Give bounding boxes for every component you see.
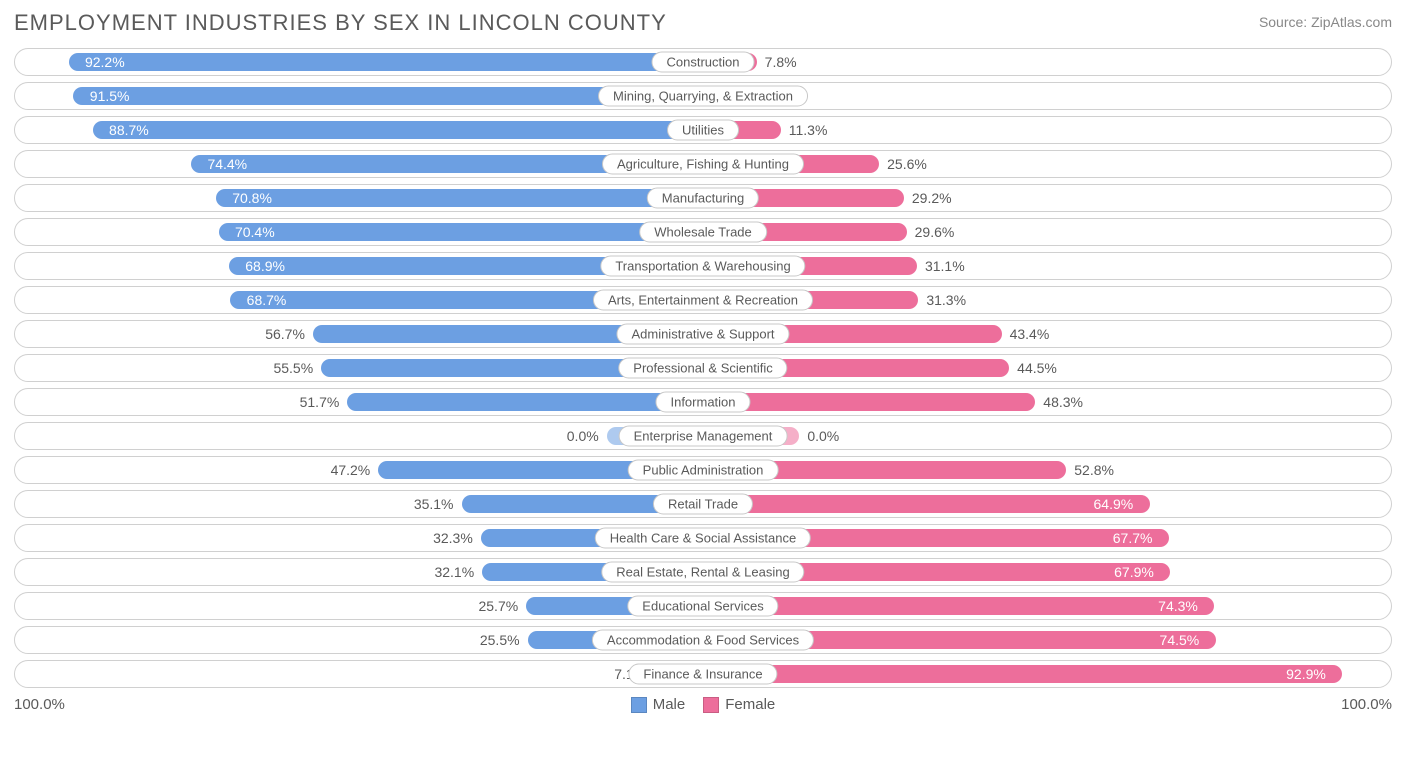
table-row: 25.5% 74.5% Accommodation & Food Services: [14, 626, 1392, 654]
female-pct-label: 31.1%: [925, 258, 965, 274]
category-label: Professional & Scientific: [618, 358, 787, 379]
male-bar: [93, 121, 703, 139]
table-row: 32.1% 67.9% Real Estate, Rental & Leasing: [14, 558, 1392, 586]
legend: Male Female: [631, 696, 776, 713]
table-row: 88.7% 11.3% Utilities: [14, 116, 1392, 144]
category-label: Real Estate, Rental & Leasing: [601, 562, 804, 583]
male-pct-label: 68.7%: [247, 292, 287, 308]
category-label: Arts, Entertainment & Recreation: [593, 290, 813, 311]
female-pct-label: 43.4%: [1010, 326, 1050, 342]
male-pct-label: 92.2%: [85, 54, 125, 70]
category-label: Wholesale Trade: [639, 222, 767, 243]
table-row: 68.7% 31.3% Arts, Entertainment & Recreati…: [14, 286, 1392, 314]
male-pct-label: 35.1%: [414, 496, 454, 512]
table-row: 68.9% 31.1% Transportation & Warehousing: [14, 252, 1392, 280]
table-row: 47.2% 52.8% Public Administration: [14, 456, 1392, 484]
male-pct-label: 47.2%: [331, 462, 371, 478]
male-pct-label: 88.7%: [109, 122, 149, 138]
category-label: Construction: [652, 52, 755, 73]
female-pct-label: 11.3%: [789, 122, 828, 138]
female-pct-label: 52.8%: [1074, 462, 1114, 478]
legend-male-label: Male: [653, 696, 686, 713]
male-pct-label: 91.5%: [90, 88, 130, 104]
female-pct-label: 29.6%: [915, 224, 955, 240]
chart-title: EMPLOYMENT INDUSTRIES BY SEX IN LINCOLN …: [14, 10, 667, 36]
category-label: Finance & Insurance: [628, 664, 777, 685]
table-row: 56.7% 43.4% Administrative & Support: [14, 320, 1392, 348]
table-row: 70.4% 29.6% Wholesale Trade: [14, 218, 1392, 246]
male-bar: [69, 53, 703, 71]
category-label: Manufacturing: [647, 188, 759, 209]
male-pct-label: 0.0%: [567, 428, 599, 444]
male-bar: [347, 393, 703, 411]
category-label: Utilities: [667, 120, 739, 141]
table-row: 7.1%92.9%Finance & Insurance: [14, 660, 1392, 688]
legend-female-label: Female: [725, 696, 775, 713]
male-pct-label: 70.8%: [232, 190, 272, 206]
table-row: 74.4% 25.6% Agriculture, Fishing & Hunting: [14, 150, 1392, 178]
category-label: Health Care & Social Assistance: [595, 528, 811, 549]
category-label: Retail Trade: [653, 494, 753, 515]
female-bar: [703, 495, 1150, 513]
table-row: 0.0% 0.0% Enterprise Management: [14, 422, 1392, 450]
female-pct-label: 67.9%: [1114, 564, 1154, 580]
category-label: Public Administration: [628, 460, 779, 481]
male-pct-label: 70.4%: [235, 224, 275, 240]
female-pct-label: 67.7%: [1113, 530, 1153, 546]
male-bar: [219, 223, 703, 241]
female-pct-label: 74.3%: [1158, 598, 1198, 614]
female-pct-label: 25.6%: [887, 156, 927, 172]
female-swatch-icon: [703, 697, 719, 713]
male-pct-label: 74.4%: [207, 156, 247, 172]
male-pct-label: 51.7%: [300, 394, 340, 410]
table-row: 55.5% 44.5% Professional & Scientific: [14, 354, 1392, 382]
category-label: Agriculture, Fishing & Hunting: [602, 154, 804, 175]
category-label: Transportation & Warehousing: [600, 256, 805, 277]
category-label: Enterprise Management: [619, 426, 788, 447]
table-row: 92.2% 7.8% Construction: [14, 48, 1392, 76]
male-pct-label: 56.7%: [265, 326, 305, 342]
female-bar: [703, 597, 1214, 615]
table-row: 91.5%8.5%Mining, Quarrying, & Extraction: [14, 82, 1392, 110]
table-row: 51.7% 48.3% Information: [14, 388, 1392, 416]
female-pct-label: 7.8%: [765, 54, 797, 70]
female-pct-label: 74.5%: [1160, 632, 1200, 648]
legend-female: Female: [703, 696, 775, 713]
table-row: 32.3% 67.7% Health Care & Social Assistanc…: [14, 524, 1392, 552]
axis-left-label: 100.0%: [14, 696, 65, 713]
male-pct-label: 25.5%: [480, 632, 520, 648]
male-bar: [216, 189, 703, 207]
female-pct-label: 64.9%: [1094, 496, 1134, 512]
chart-header: EMPLOYMENT INDUSTRIES BY SEX IN LINCOLN …: [14, 10, 1392, 36]
table-row: 35.1% 64.9% Retail Trade: [14, 490, 1392, 518]
male-pct-label: 32.3%: [433, 530, 473, 546]
category-label: Administrative & Support: [616, 324, 789, 345]
category-label: Information: [655, 392, 750, 413]
category-label: Educational Services: [627, 596, 778, 617]
female-pct-label: 48.3%: [1043, 394, 1083, 410]
male-pct-label: 25.7%: [478, 598, 518, 614]
female-pct-label: 92.9%: [1286, 666, 1326, 682]
female-pct-label: 0.0%: [807, 428, 839, 444]
category-label: Mining, Quarrying, & Extraction: [598, 86, 808, 107]
male-pct-label: 55.5%: [273, 360, 313, 376]
table-row: 70.8% 29.2% Manufacturing: [14, 184, 1392, 212]
female-pct-label: 31.3%: [926, 292, 966, 308]
male-pct-label: 68.9%: [245, 258, 285, 274]
female-pct-label: 44.5%: [1017, 360, 1057, 376]
female-bar: [703, 665, 1342, 683]
chart-source: Source: ZipAtlas.com: [1259, 10, 1392, 30]
table-row: 25.7% 74.3% Educational Services: [14, 592, 1392, 620]
female-bar: [703, 393, 1035, 411]
male-pct-label: 32.1%: [434, 564, 474, 580]
chart-rows: 92.2% 7.8% Construction 91.5%8.5%Mining, Qu…: [14, 48, 1392, 688]
category-label: Accommodation & Food Services: [592, 630, 814, 651]
axis-right-label: 100.0%: [1341, 696, 1392, 713]
male-swatch-icon: [631, 697, 647, 713]
legend-male: Male: [631, 696, 686, 713]
female-pct-label: 29.2%: [912, 190, 952, 206]
chart-footer: 100.0% Male Female 100.0%: [14, 696, 1392, 713]
